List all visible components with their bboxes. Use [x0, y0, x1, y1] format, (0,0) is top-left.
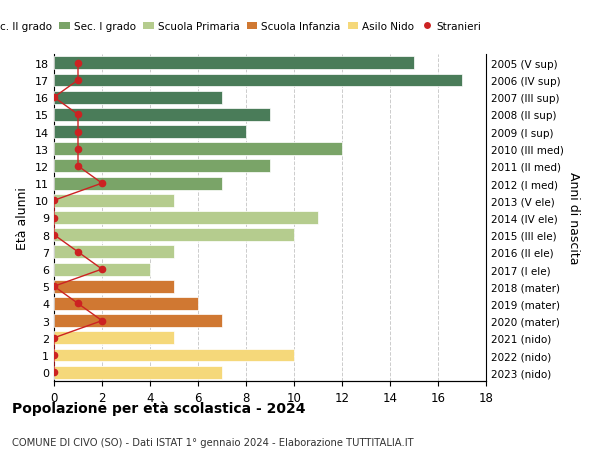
Bar — [54, 91, 222, 104]
Bar — [54, 229, 294, 241]
Bar — [54, 143, 342, 156]
Bar — [54, 263, 150, 276]
Legend: Sec. II grado, Sec. I grado, Scuola Primaria, Scuola Infanzia, Asilo Nido, Stran: Sec. II grado, Sec. I grado, Scuola Prim… — [0, 18, 485, 36]
Bar — [54, 126, 246, 139]
Bar — [54, 349, 294, 362]
Bar — [54, 109, 270, 122]
Bar — [54, 332, 174, 345]
Text: Popolazione per età scolastica - 2024: Popolazione per età scolastica - 2024 — [12, 401, 305, 415]
Y-axis label: Età alunni: Età alunni — [16, 187, 29, 249]
Bar — [54, 195, 174, 207]
Bar — [54, 314, 222, 327]
Bar — [54, 160, 270, 173]
Bar — [54, 246, 174, 259]
Bar — [54, 280, 174, 293]
Bar — [54, 366, 222, 379]
Bar — [54, 57, 414, 70]
Bar — [54, 74, 462, 87]
Y-axis label: Anni di nascita: Anni di nascita — [568, 172, 580, 264]
Bar — [54, 177, 222, 190]
Bar — [54, 297, 198, 310]
Text: COMUNE DI CIVO (SO) - Dati ISTAT 1° gennaio 2024 - Elaborazione TUTTITALIA.IT: COMUNE DI CIVO (SO) - Dati ISTAT 1° genn… — [12, 437, 413, 448]
Bar — [54, 212, 318, 224]
